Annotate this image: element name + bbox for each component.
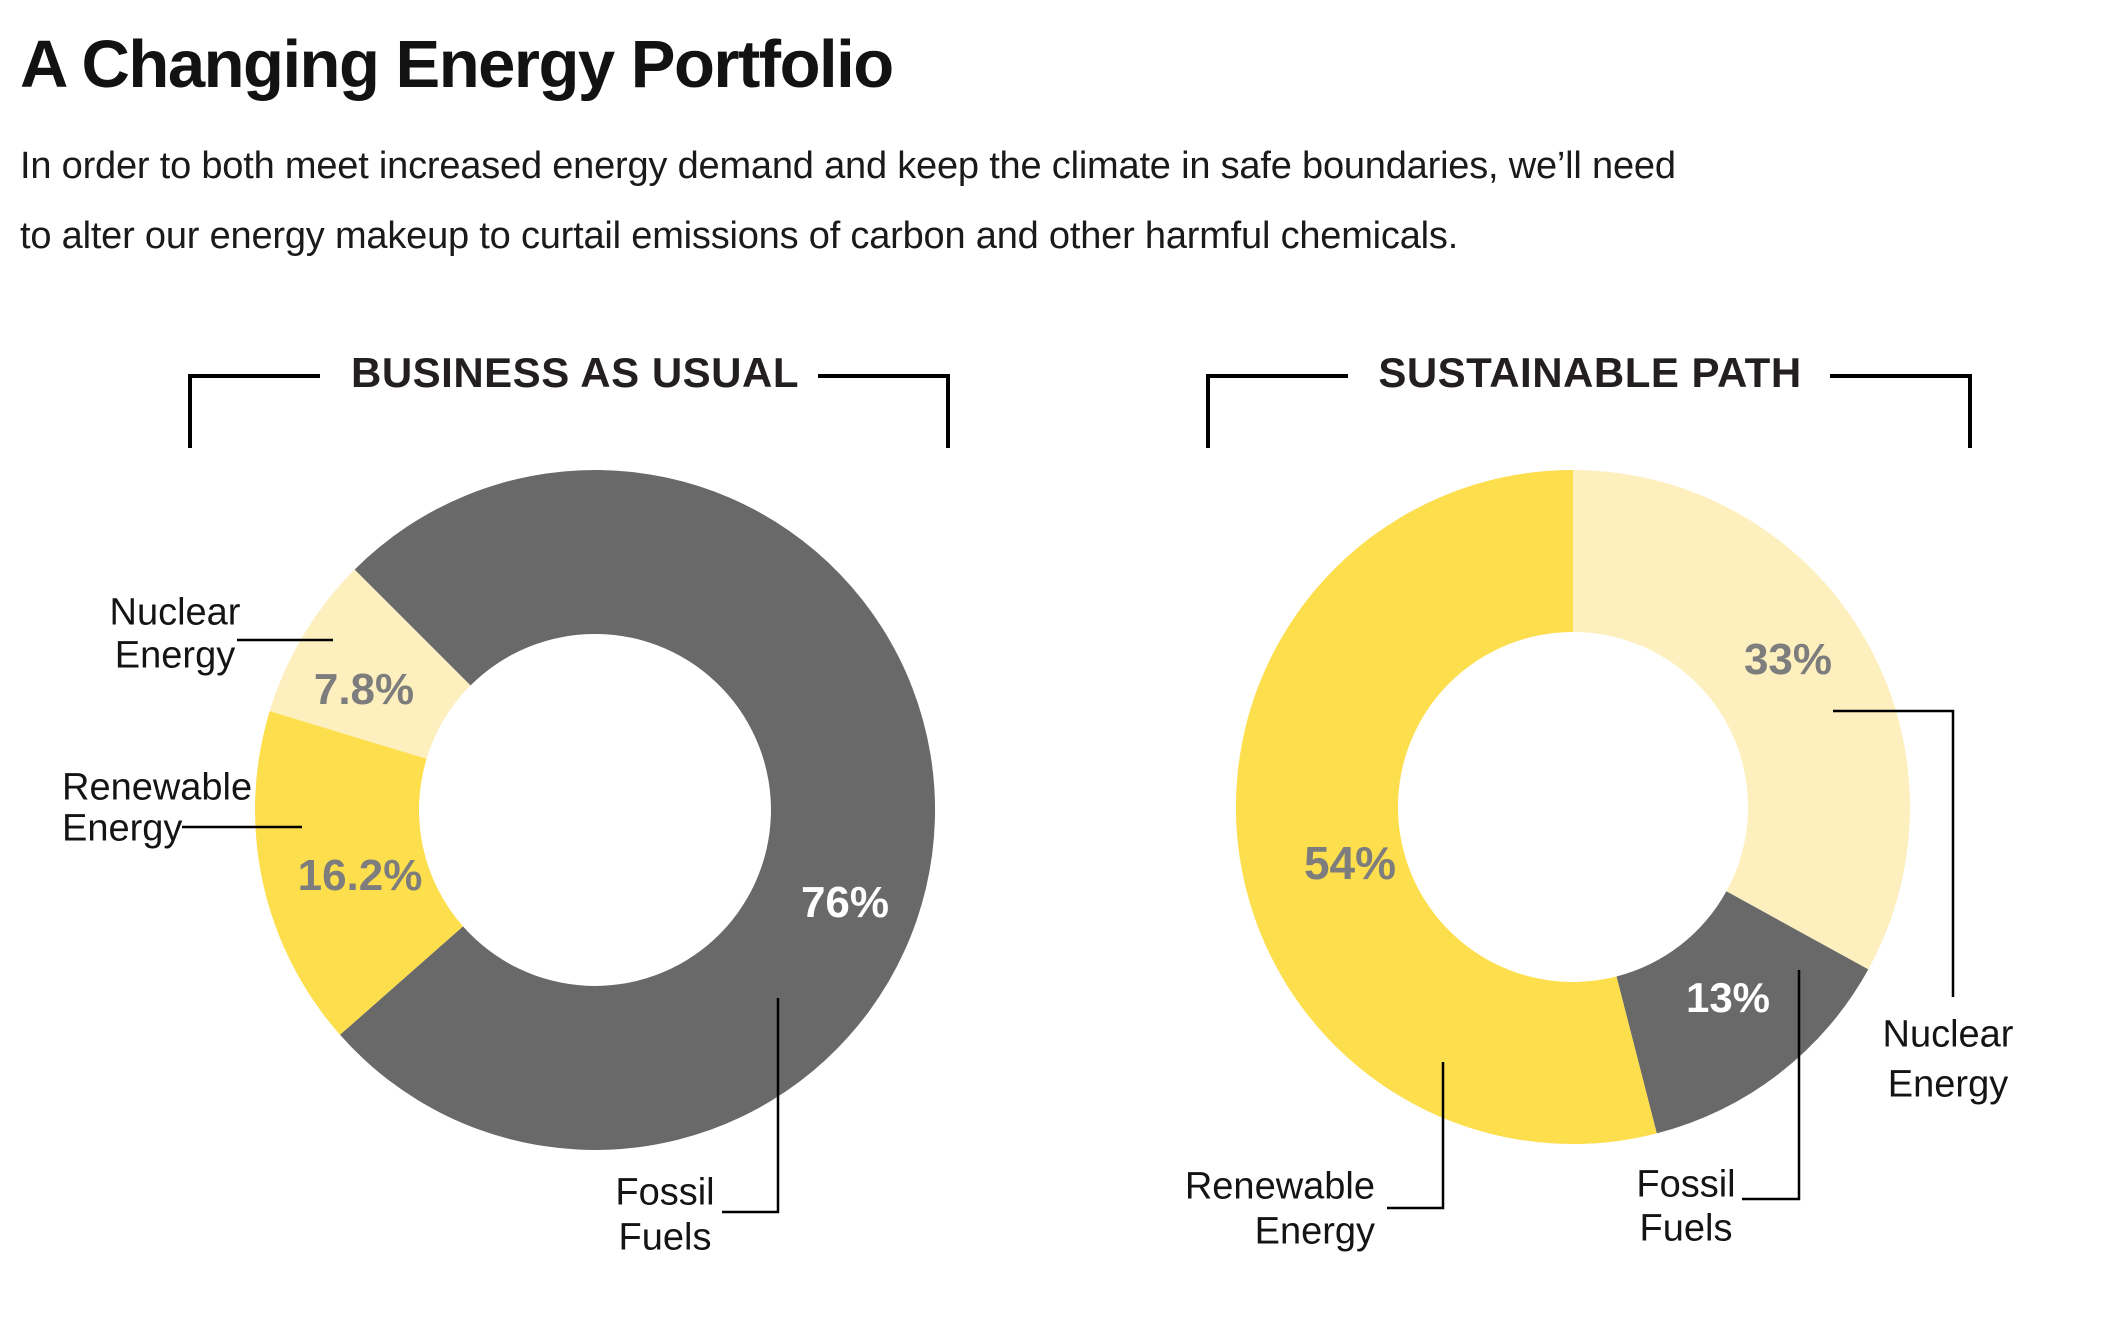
business-as-usual-callout-label-nuclear-energy-line-1: Nuclear <box>109 591 241 634</box>
business-as-usual-slice-renewable-energy <box>254 711 463 1035</box>
sustainable-path-callout-connector-renewable-energy <box>1387 1062 1445 1210</box>
business-as-usual-value-label-renewable-energy: 16.2% <box>297 851 423 900</box>
page-title: A Changing Energy Portfolio <box>20 27 894 102</box>
sustainable-path-slice-nuclear-energy <box>1573 469 1911 970</box>
title-bracket-right-decoration <box>818 374 950 448</box>
business-as-usual-callout-label-nuclear-energy-line-2: Energy <box>114 634 236 677</box>
sustainable-path-value-label-nuclear-energy: 33% <box>1743 635 1833 684</box>
business-as-usual-slice-nuclear-energy <box>269 569 471 759</box>
sustainable-path-callout-connector-fossil-fuels <box>1742 970 1801 1201</box>
business-as-usual-callout-label-fossil-fuels-line-1: Fossil <box>615 1171 715 1214</box>
business-as-usual-value-label-nuclear-energy: 7.8% <box>313 665 415 714</box>
business-as-usual-callout-connector-fossil-fuels <box>722 998 780 1214</box>
subtitle-line-1: In order to both meet increased energy d… <box>20 145 1676 187</box>
sustainable-path-callout-connector-nuclear-energy <box>1833 709 1955 997</box>
subtitle-line-2: to alter our energy makeup to curtail em… <box>20 215 1459 257</box>
sustainable-path-slice-renewable-energy <box>1235 469 1657 1144</box>
title-bracket-left-decoration <box>188 374 320 448</box>
sustainable-path-callout-label-fossil-fuels-line-1: Fossil <box>1636 1163 1736 1206</box>
title-bracket-left-decoration <box>1206 374 1348 448</box>
sustainable-path-callout-label-nuclear-energy-line-1: Nuclear <box>1882 1013 2014 1056</box>
sustainable-path-callout-label-nuclear-energy-line-2: Energy <box>1887 1063 2009 1106</box>
sustainable-path-value-label-renewable-energy: 54% <box>1303 837 1397 889</box>
chart-title-business-as-usual: BUSINESS AS USUAL <box>350 349 799 396</box>
business-as-usual-slice-fossil-fuels <box>340 469 936 1150</box>
sustainable-path-slice-fossil-fuels <box>1616 891 1869 1134</box>
business-as-usual-value-label-fossil-fuels: 76% <box>800 878 890 927</box>
business-as-usual-callout-label-renewable-energy-line-2: Energy <box>62 807 183 850</box>
sustainable-path-callout-label-fossil-fuels-line-2: Fuels <box>1639 1207 1733 1250</box>
title-bracket-right-decoration <box>1830 374 1972 448</box>
business-as-usual-callout-label-renewable-energy-line-1: Renewable <box>62 766 253 809</box>
business-as-usual-callout-label-fossil-fuels-line-2: Fuels <box>618 1216 712 1259</box>
sustainable-path-callout-label-renewable-energy-line-1: Renewable <box>1184 1165 1375 1208</box>
chart-title-sustainable-path: SUSTAINABLE PATH <box>1378 349 1802 396</box>
sustainable-path-value-label-fossil-fuels: 13% <box>1685 974 1771 1021</box>
sustainable-path-callout-label-renewable-energy-line-2: Energy <box>1254 1210 1375 1253</box>
